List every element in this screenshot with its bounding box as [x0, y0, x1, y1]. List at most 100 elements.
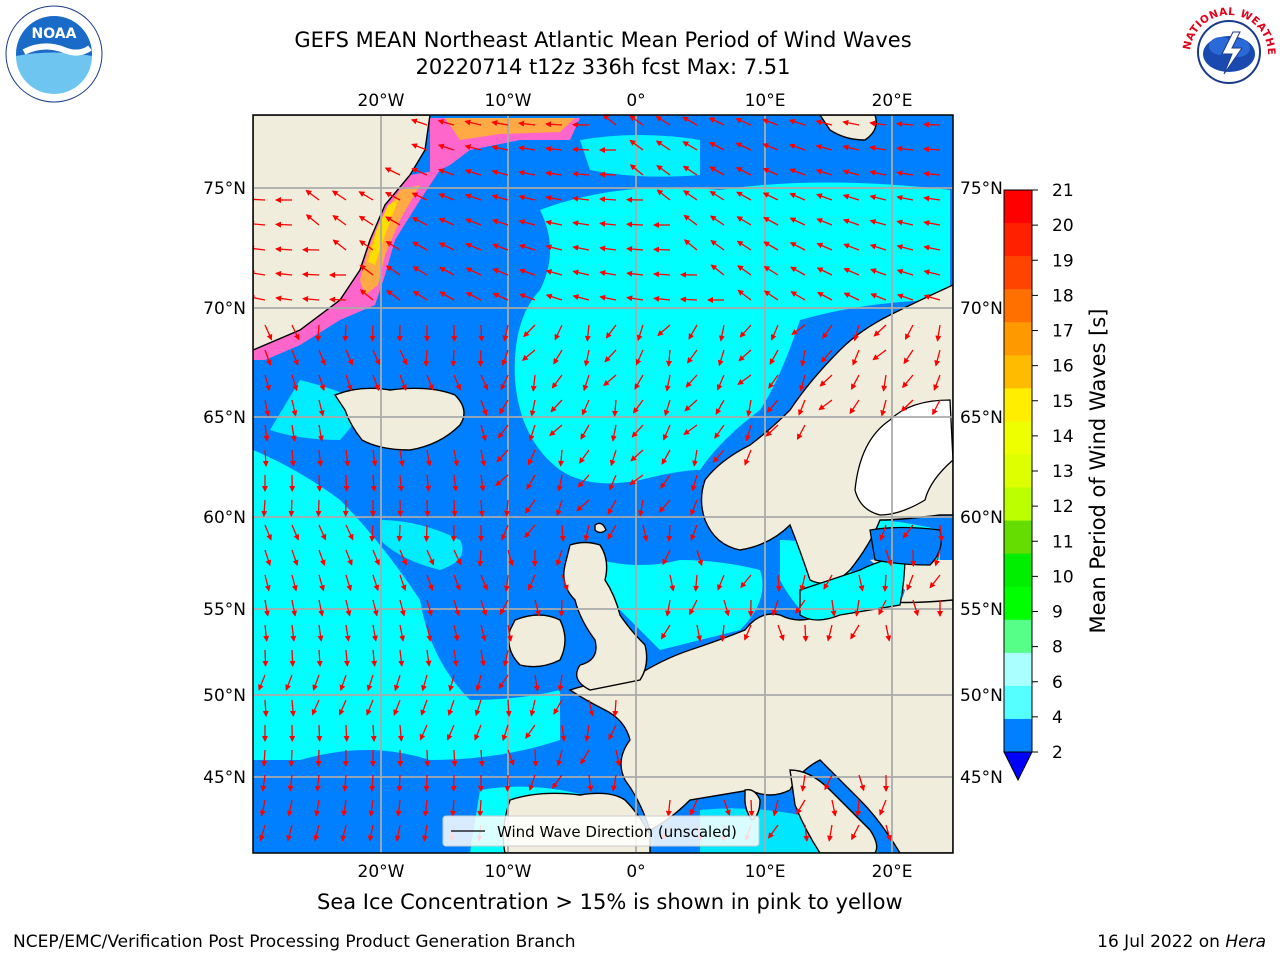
wave-direction-arrow	[932, 399, 941, 416]
wave-direction-arrow	[572, 146, 590, 153]
wave-direction-arrow	[423, 774, 430, 792]
wave-direction-arrow	[291, 349, 299, 366]
wave-direction-arrow	[587, 774, 594, 792]
wave-direction-arrow	[385, 216, 401, 226]
wave-direction-arrow	[763, 290, 779, 301]
colorbar-segment	[1004, 355, 1032, 389]
wave-direction-arrow	[775, 574, 782, 592]
wave-direction-arrow	[626, 270, 644, 277]
wave-direction-arrow	[653, 271, 671, 278]
wave-direction-arrow	[464, 144, 482, 151]
wave-direction-arrow	[480, 599, 488, 617]
wave-direction-arrow	[665, 599, 672, 617]
wave-direction-arrow	[708, 117, 725, 126]
wave-direction-arrow	[665, 799, 672, 817]
wave-direction-arrow	[765, 424, 779, 437]
wave-direction-arrow	[723, 799, 731, 816]
wave-direction-arrow	[340, 824, 347, 842]
wave-direction-arrow	[500, 374, 509, 391]
wave-direction-arrow	[550, 399, 563, 413]
wave-direction-arrow	[480, 624, 487, 642]
wave-direction-arrow	[480, 574, 488, 591]
wave-direction-arrow	[709, 215, 725, 226]
lat-label-right: 45°N	[960, 768, 1003, 788]
wave-direction-arrow	[791, 324, 806, 335]
wave-direction-arrow	[318, 574, 325, 592]
wave-direction-arrow	[345, 374, 353, 392]
wave-direction-arrow	[769, 349, 779, 365]
wave-direction-arrow	[802, 624, 809, 642]
wave-direction-arrow	[521, 349, 536, 361]
wave-direction-arrow	[260, 774, 267, 792]
wave-direction-arrow	[446, 724, 455, 741]
wave-direction-arrow	[372, 574, 380, 592]
wave-direction-arrow	[662, 549, 671, 566]
wave-direction-arrow	[263, 599, 270, 617]
wave-direction-arrow	[718, 324, 725, 342]
wave-direction-arrow	[923, 195, 941, 202]
wave-direction-arrow	[253, 270, 266, 277]
wave-direction-arrow	[253, 196, 266, 203]
colorbar-extend	[1003, 751, 1033, 782]
wave-direction-arrow	[777, 624, 785, 641]
wave-direction-arrow	[653, 295, 671, 302]
wave-direction-arrow	[366, 699, 374, 716]
wave-direction-arrow	[372, 349, 381, 366]
wave-direction-arrow	[452, 474, 459, 492]
colorbar-tick-label: 12	[1052, 497, 1074, 517]
wave-direction-arrow	[933, 374, 941, 391]
wave-direction-arrow	[501, 524, 509, 541]
wave-direction-arrow	[480, 449, 487, 467]
wave-direction-arrow	[345, 574, 353, 592]
wave-direction-arrow	[657, 324, 671, 337]
wave-direction-arrow	[633, 399, 644, 414]
wave-direction-arrow	[581, 399, 590, 416]
chart-title: GEFS MEAN Northeast Atlantic Mean Period…	[294, 28, 912, 52]
wave-direction-arrow	[464, 193, 482, 201]
wave-direction-arrow	[768, 374, 779, 389]
wave-direction-arrow	[610, 424, 617, 442]
wave-direction-arrow	[312, 674, 320, 691]
wave-direction-arrow	[447, 699, 455, 717]
colorbar-tick-label: 4	[1052, 708, 1063, 728]
wave-direction-arrow	[412, 241, 428, 251]
wave-direction-arrow	[287, 774, 294, 792]
wave-direction-arrow	[631, 424, 644, 438]
wave-direction-arrow	[439, 291, 455, 301]
wave-direction-arrow	[370, 474, 377, 492]
wave-direction-arrow	[896, 293, 914, 301]
wave-direction-arrow	[556, 749, 563, 767]
wave-direction-arrow	[723, 599, 730, 617]
wave-direction-arrow	[545, 195, 563, 202]
nws-logo: NATIONAL WEATHER SERVICE	[1178, 2, 1277, 99]
colorbar-tick-label: 9	[1052, 603, 1063, 623]
wave-direction-arrow	[479, 474, 486, 492]
wave-direction-arrow	[572, 294, 590, 301]
wave-direction-arrow	[288, 499, 295, 517]
wave-direction-arrow	[478, 324, 485, 342]
wave-direction-arrow	[397, 724, 404, 742]
colorbar-segment	[1004, 223, 1032, 257]
wave-direction-arrow	[762, 192, 779, 201]
wave-direction-arrow	[559, 524, 566, 542]
wave-direction-arrow	[264, 374, 271, 392]
wave-direction-arrow	[498, 674, 509, 690]
wave-direction-arrow	[451, 749, 458, 767]
wave-direction-arrow	[660, 474, 671, 489]
wave-direction-arrow	[869, 120, 887, 127]
wave-direction-arrow	[501, 724, 509, 742]
wave-direction-arrow	[772, 799, 779, 817]
wave-direction-arrow	[423, 524, 430, 542]
wave-direction-arrow	[583, 524, 590, 542]
colorbar: 21 20 19 18 17 16 15 14 13 12 11 10 9 8 6 4 2	[1003, 181, 1074, 782]
wave-direction-arrow	[369, 524, 376, 542]
wave-direction-arrow	[710, 264, 725, 276]
wave-direction-arrow	[682, 116, 698, 126]
wave-direction-arrow	[798, 399, 806, 416]
wave-direction-arrow	[629, 164, 644, 176]
lat-label-right: 55°N	[960, 600, 1003, 620]
wave-direction-arrow	[263, 624, 270, 642]
wave-direction-arrow	[339, 674, 347, 692]
wave-direction-arrow	[709, 166, 725, 176]
